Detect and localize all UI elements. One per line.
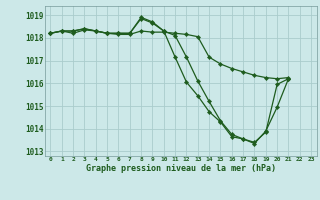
X-axis label: Graphe pression niveau de la mer (hPa): Graphe pression niveau de la mer (hPa)	[86, 164, 276, 173]
